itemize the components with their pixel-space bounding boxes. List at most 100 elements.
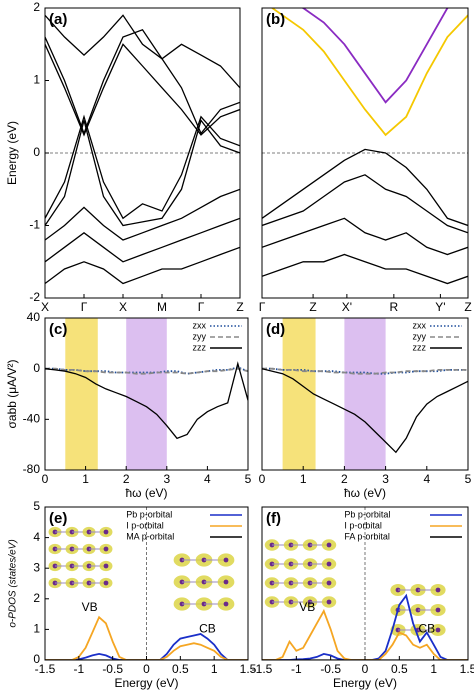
- y-tick-label: 3: [33, 560, 40, 574]
- y-tick-label: -80: [23, 462, 41, 476]
- y-tick-label: 2: [33, 591, 40, 605]
- series-line: [300, 8, 451, 104]
- series-line: [262, 174, 468, 234]
- highlight-span: [344, 318, 386, 470]
- series-line: [262, 253, 468, 285]
- y-tick-label: 0: [33, 361, 40, 375]
- y-tick-label: 2: [33, 0, 40, 14]
- y-axis-label: Energy (eV): [5, 121, 19, 185]
- x-tick-label: 0: [42, 472, 49, 486]
- series-line: [45, 118, 240, 227]
- y-axis-label: o-PDOS (states/eV): [8, 539, 19, 627]
- series-line: [262, 217, 468, 256]
- series-line: [45, 367, 248, 375]
- x-tick-label: 4: [423, 472, 430, 486]
- y-tick-label: 1: [33, 622, 40, 636]
- y-tick-label: -1: [29, 218, 40, 232]
- structure-atom: [103, 529, 109, 535]
- y-tick-label: 4: [33, 530, 40, 544]
- x-tick-label: 5: [465, 472, 472, 486]
- panel-label: (e): [49, 510, 67, 527]
- legend-label: zzz: [413, 342, 427, 352]
- x-tick-label: 0.5: [172, 662, 189, 676]
- series-line: [45, 188, 240, 241]
- series-line: [262, 608, 468, 660]
- x-tick-label: -0.5: [320, 662, 341, 676]
- structure-atom: [223, 557, 229, 563]
- y-tick-label: -40: [23, 412, 41, 426]
- x-axis-label: ħω (eV): [344, 486, 386, 500]
- x-tick-label: 1.5: [460, 662, 474, 676]
- x-tick-label: M: [157, 300, 167, 314]
- legend-label: I p-orbital: [126, 520, 164, 530]
- x-tick-label: 0: [259, 472, 266, 486]
- x-axis-label: Energy (eV): [333, 676, 397, 690]
- structure-atom: [326, 599, 332, 605]
- annotation: VB: [82, 600, 98, 614]
- x-tick-label: 1: [211, 662, 218, 676]
- highlight-span: [65, 318, 98, 470]
- x-tick-label: 2: [341, 472, 348, 486]
- x-tick-label: 1: [430, 662, 437, 676]
- x-tick-label: -0.5: [102, 662, 123, 676]
- x-tick-label: X: [119, 300, 127, 314]
- highlight-span: [126, 318, 167, 470]
- x-tick-label: Y': [435, 300, 445, 314]
- x-tick-label: X': [342, 300, 352, 314]
- structure-atom: [326, 561, 332, 567]
- x-tick-label: 3: [382, 472, 389, 486]
- legend-label: Pb p-orbital: [344, 509, 390, 519]
- plot-frame: [261, 7, 469, 299]
- y-axis-label: σabb (μA/V²): [5, 359, 19, 428]
- y-tick-label: -2: [29, 290, 40, 304]
- plot-frame: [44, 317, 249, 471]
- y-tick-label: 1: [33, 73, 40, 87]
- legend-label: I p-orbital: [344, 520, 382, 530]
- y-tick-label: 5: [33, 499, 40, 513]
- legend-label: zyy: [193, 331, 207, 341]
- x-tick-label: 3: [163, 472, 170, 486]
- annotation: CB: [199, 622, 216, 636]
- panel-label: (a): [49, 11, 67, 28]
- series-line: [262, 148, 468, 227]
- x-tick-label: 0.5: [391, 662, 408, 676]
- y-tick-label: 0: [33, 652, 40, 666]
- legend-label: FA p-orbital: [344, 531, 390, 541]
- structure-atom: [223, 579, 229, 585]
- y-tick-label: 0: [33, 145, 40, 159]
- structure-atom: [103, 546, 109, 552]
- y-tick-label: 40: [27, 310, 41, 324]
- x-tick-label: -1: [291, 662, 302, 676]
- x-tick-label: 5: [245, 472, 252, 486]
- x-tick-label: Z: [236, 300, 243, 314]
- x-tick-label: R: [390, 300, 399, 314]
- panel-label: (b): [266, 11, 285, 28]
- structure-atom: [435, 627, 441, 633]
- x-tick-label: -1.5: [252, 662, 273, 676]
- legend-label: Pb p-orbital: [126, 509, 172, 519]
- series-line: [45, 246, 240, 285]
- legend-label: zzz: [193, 342, 207, 352]
- structure-atom: [103, 580, 109, 586]
- legend-label: zxx: [413, 320, 427, 330]
- x-tick-label: 0: [362, 662, 369, 676]
- series-line: [45, 361, 248, 440]
- legend-label: zxx: [193, 320, 207, 330]
- panel-label: (f): [266, 510, 281, 527]
- x-tick-label: X: [41, 300, 49, 314]
- series-line: [262, 368, 468, 454]
- x-tick-label: Z: [309, 300, 316, 314]
- plot-frame: [261, 317, 469, 471]
- x-tick-label: -1.5: [35, 662, 56, 676]
- series-line: [45, 29, 240, 136]
- highlight-span: [282, 318, 316, 470]
- annotation: VB: [299, 600, 315, 614]
- series-line: [45, 366, 248, 375]
- x-tick-label: 1: [300, 472, 307, 486]
- legend-label: MA p-orbital: [126, 531, 174, 541]
- series-line: [45, 217, 240, 263]
- annotation: CB: [418, 622, 435, 636]
- series-line: [45, 14, 240, 89]
- x-tick-label: Γ: [259, 300, 266, 314]
- x-tick-label: -1: [73, 662, 84, 676]
